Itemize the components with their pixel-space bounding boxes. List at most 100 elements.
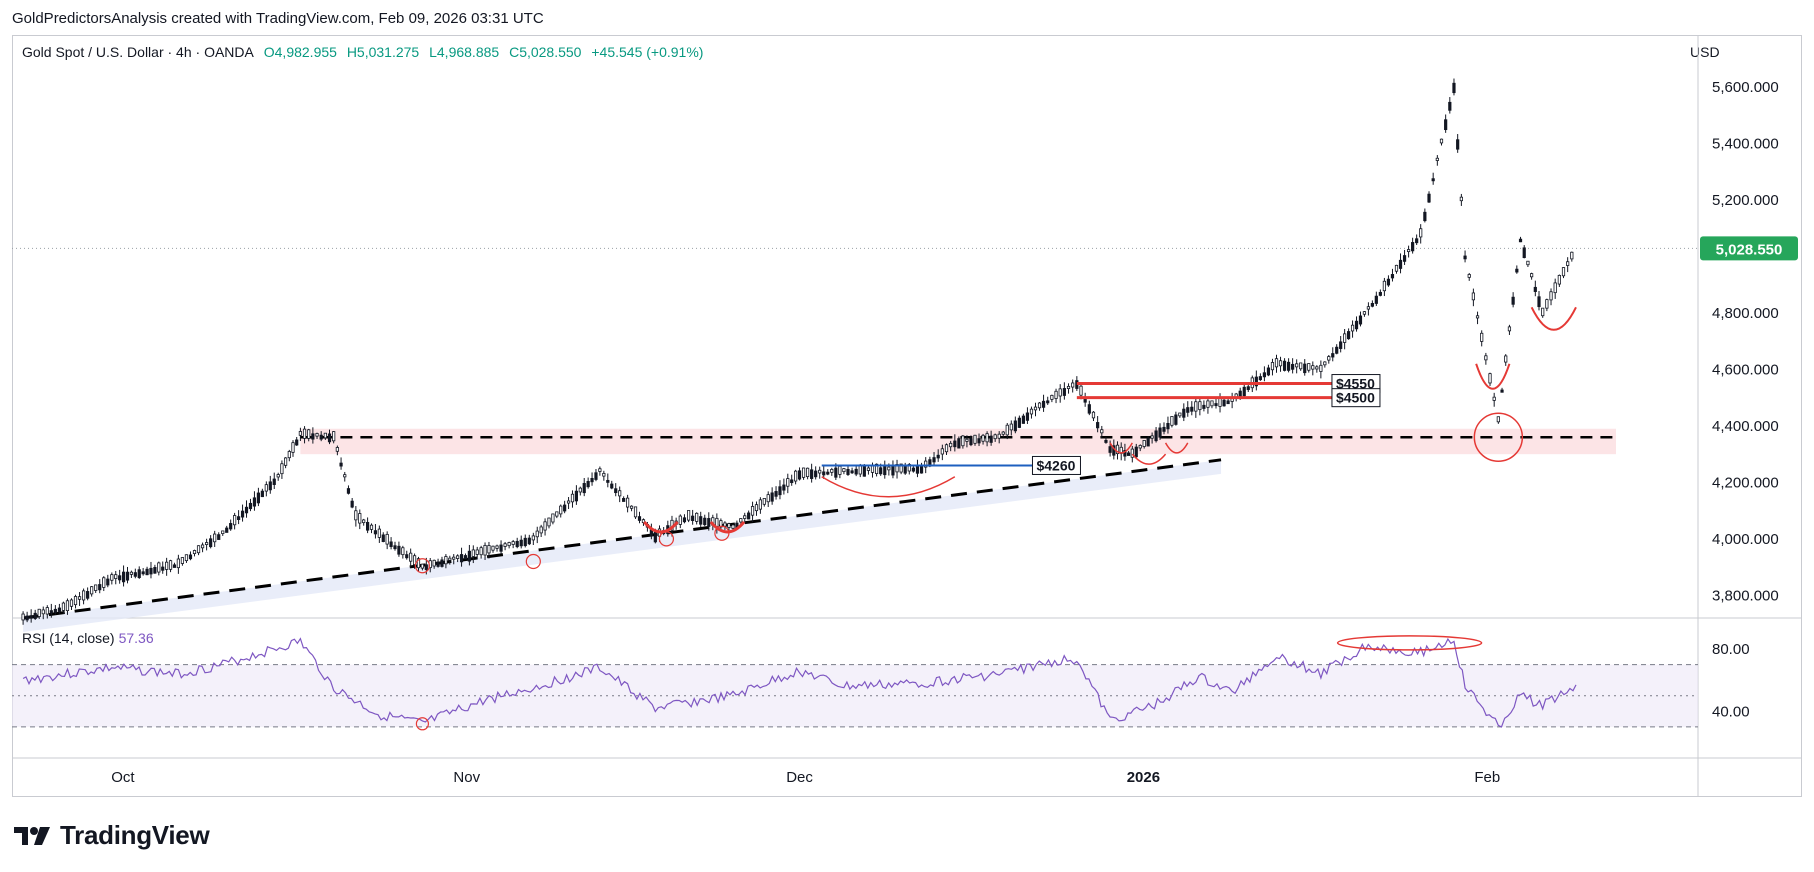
candle-body [862, 466, 866, 477]
candle-body [1415, 238, 1419, 244]
candle-body [236, 516, 241, 520]
candle-body [610, 483, 614, 489]
level-4500-label: $4500 [1336, 390, 1375, 406]
candle-body [993, 434, 997, 440]
candle-body [1198, 401, 1202, 411]
candle-body [276, 474, 280, 478]
candle-body [961, 435, 965, 447]
candle-body [1452, 82, 1456, 94]
candle-body [1041, 400, 1046, 408]
candle-body [1005, 424, 1009, 436]
candle-body [471, 549, 475, 557]
candle-body [475, 549, 479, 555]
candle-body [527, 537, 531, 545]
candle-body [682, 517, 687, 523]
candle-body [319, 434, 323, 440]
swing-low-marker [414, 558, 431, 574]
price-axis-tick: 4,600.000 [1712, 361, 1779, 378]
tradingview-logo[interactable]: TradingView [14, 820, 210, 851]
candle-body [703, 517, 707, 526]
candle-body [949, 442, 953, 448]
candle-body [1500, 389, 1504, 393]
candle-body [225, 527, 229, 533]
candle-body [883, 466, 887, 476]
candle-body [302, 428, 307, 439]
double-bottom-arc-right [709, 520, 746, 534]
candle-body [778, 486, 782, 496]
candle-body [381, 534, 385, 542]
candle-body [743, 515, 747, 519]
rising-trendline [22, 458, 1222, 620]
candle-body [200, 544, 205, 549]
candle-body [830, 469, 834, 473]
candle-body [1130, 448, 1134, 458]
time-axis-tick: Feb [1474, 769, 1500, 786]
candle-body [1282, 360, 1287, 371]
candle-body [629, 505, 634, 509]
candle-body [233, 515, 237, 526]
candle-body [1054, 390, 1058, 399]
swing-low-marker [525, 553, 541, 570]
candle-body [1009, 423, 1013, 431]
candle-body [758, 499, 762, 510]
candle-body [1017, 417, 1021, 428]
candle-body [1456, 139, 1460, 150]
candle-body [1037, 402, 1042, 409]
candle-body [1162, 426, 1166, 432]
candle-body [287, 451, 291, 459]
candle-body [887, 466, 891, 471]
candle-body [1427, 193, 1431, 203]
candle-body [1083, 398, 1087, 403]
candle-body [977, 438, 981, 444]
candle-body [875, 463, 879, 475]
candle-body [1366, 306, 1371, 310]
candle-body [33, 612, 37, 619]
candle-body [90, 586, 94, 595]
candle-body [295, 439, 299, 446]
candle-body [1488, 373, 1492, 384]
low-value: L4,968.885 [429, 44, 500, 60]
candle-body [1378, 291, 1382, 296]
candle-body [915, 465, 920, 474]
rsi-value: 57.36 [118, 630, 154, 646]
candle-body [1522, 247, 1526, 258]
candle-body [842, 468, 846, 473]
candle-body [69, 599, 74, 607]
candle-body [1025, 412, 1030, 421]
candle-body [985, 433, 989, 443]
candle-body [626, 497, 630, 508]
candle-body [1339, 341, 1343, 349]
inverse-hs-head-arc [1131, 453, 1167, 465]
candle-body [1561, 267, 1566, 277]
candle-body [444, 556, 448, 565]
candle-body [936, 454, 940, 459]
candle-body [21, 613, 25, 621]
time-axis-tick: Nov [453, 769, 480, 786]
candle-body [766, 494, 770, 503]
candle-body [911, 467, 915, 472]
candle-body [49, 610, 53, 614]
candle-body [1553, 282, 1557, 294]
candle-body [452, 556, 456, 560]
symbol-title[interactable]: Gold Spot / U.S. Dollar · 4h · OANDA [22, 44, 254, 60]
candle-body [41, 609, 45, 615]
candle-body [511, 541, 515, 545]
candle-body [1526, 260, 1530, 266]
rsi-title[interactable]: RSI (14, close) [22, 630, 115, 646]
candle-body [594, 472, 598, 480]
currency-selector[interactable]: USD [1690, 44, 1720, 60]
candle-body [448, 557, 452, 561]
tradingview-wordmark: TradingView [60, 820, 210, 850]
candle-body [932, 457, 936, 463]
candle-body [1319, 364, 1323, 372]
candle-body [397, 545, 401, 555]
candle-body [456, 555, 460, 559]
candle-body [582, 483, 586, 494]
high-value: H5,031.275 [346, 44, 420, 60]
candle-body [1358, 315, 1363, 325]
candle-body [1087, 404, 1091, 414]
close-value: C5,028.550 [509, 44, 582, 60]
candle-body [436, 561, 440, 567]
candle-body [53, 608, 57, 613]
